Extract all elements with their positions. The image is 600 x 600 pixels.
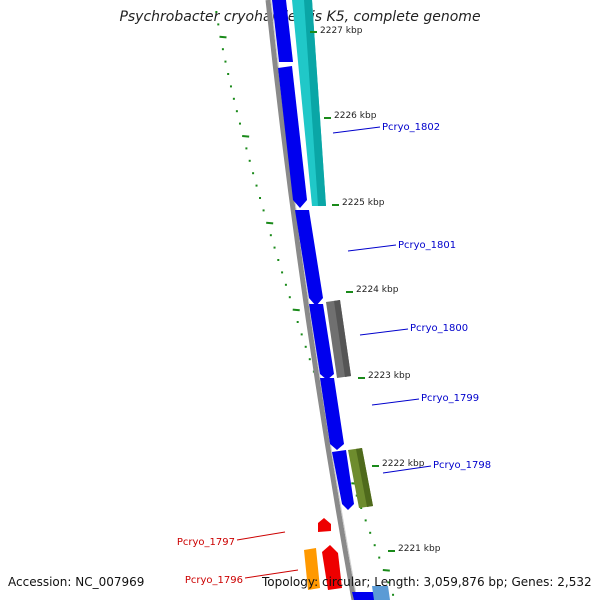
gene-pcryo-1796b[interactable] xyxy=(322,545,342,590)
gene-label-pcryo-1797[interactable]: Pcryo_1797 xyxy=(177,537,235,548)
gc-dash xyxy=(266,221,274,225)
cds-feature[interactable] xyxy=(309,304,334,380)
scale-ticks: 2227 kbp 2226 kbp 2225 kbp 2224 kbp 2223 kbp… xyxy=(310,26,441,554)
scale-tick-label: 2221 kbp xyxy=(398,544,441,554)
gc-dash xyxy=(382,569,390,572)
scale-tick-label: 2225 kbp xyxy=(342,198,385,208)
cds-feature[interactable] xyxy=(352,592,376,600)
gene-leader-line xyxy=(347,244,397,252)
gene-leader-line xyxy=(382,465,432,474)
cds-feature[interactable] xyxy=(372,586,390,600)
gc-dash xyxy=(219,35,227,39)
gene-leader-line xyxy=(244,569,299,579)
scale-tick-label: 2222 kbp xyxy=(382,459,425,469)
reverse-cds-track xyxy=(304,518,342,590)
gene-leader-line xyxy=(359,328,409,336)
forward-cds-track xyxy=(272,0,390,600)
gene-pcryo-1802-shade xyxy=(304,0,326,206)
gene-label-pcryo-1802[interactable]: Pcryo_1802 xyxy=(382,122,440,133)
gene-pcryo-1798-shade xyxy=(356,448,373,507)
gene-label-pcryo-1801[interactable]: Pcryo_1801 xyxy=(398,240,456,251)
gene-pcryo-1796[interactable] xyxy=(304,548,320,590)
gene-label-pcryo-1799[interactable]: Pcryo_1799 xyxy=(421,393,479,404)
scale-tick-label: 2227 kbp xyxy=(320,26,363,36)
genome-summary-text: Topology: circular; Length: 3,059,876 bp… xyxy=(262,575,592,589)
scale-tick-label: 2223 kbp xyxy=(368,371,411,381)
gene-pcryo-1797[interactable] xyxy=(318,518,331,532)
gc-dash xyxy=(292,308,300,312)
accession-text: Accession: NC_007969 xyxy=(8,575,145,589)
gene-leader-line xyxy=(371,398,420,406)
gc-dash xyxy=(242,135,250,138)
outer-cds-track xyxy=(292,0,373,508)
gene-label-pcryo-1800[interactable]: Pcryo_1800 xyxy=(410,323,468,334)
gene-label-pcryo-1798[interactable]: Pcryo_1798 xyxy=(433,460,491,471)
scale-tick-label: 2226 kbp xyxy=(334,111,377,121)
gene-pcryo-1800-shade xyxy=(334,300,351,377)
backbone-line xyxy=(265,0,357,600)
cds-feature[interactable] xyxy=(295,210,323,306)
gene-leader-line xyxy=(236,531,286,541)
cds-feature[interactable] xyxy=(272,0,293,62)
cds-feature[interactable] xyxy=(320,378,344,450)
gene-labels: Pcryo_1802 Pcryo_1801 Pcryo_1800 Pcryo_1799… xyxy=(177,122,491,586)
gene-label-pcryo-1796[interactable]: Pcryo_1796 xyxy=(185,575,243,586)
scale-tick-label: 2224 kbp xyxy=(356,285,399,295)
cds-feature[interactable] xyxy=(278,66,307,208)
gene-leader-line xyxy=(332,126,381,134)
cds-feature[interactable] xyxy=(332,450,354,510)
